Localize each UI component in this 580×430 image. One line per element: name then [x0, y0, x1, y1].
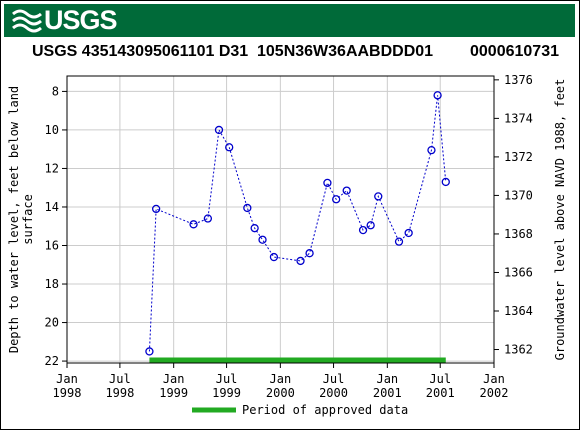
- data-point: [433, 91, 442, 100]
- right-tick-label: 1362: [504, 343, 533, 357]
- left-axis-title-line1: Depth to water level, feet below land: [7, 86, 21, 353]
- left-tick-label: 10: [45, 123, 59, 137]
- left-tick-label: 16: [45, 239, 59, 253]
- right-tick-label: 1376: [504, 73, 533, 87]
- data-point: [441, 177, 450, 187]
- usgs-banner: USGS: [4, 4, 575, 37]
- data-point: [296, 256, 305, 266]
- data-point: [404, 228, 413, 238]
- right-tick-label: 1374: [504, 111, 533, 125]
- data-point: [189, 220, 198, 229]
- data-point: [427, 146, 436, 155]
- data-point: [358, 225, 368, 235]
- right-tick-label: 1372: [504, 150, 533, 164]
- left-tick-label: 12: [45, 161, 59, 175]
- x-tick-label-month: Jan: [270, 372, 292, 386]
- x-tick-label-year: 2000: [319, 386, 348, 400]
- x-tick-label-month: Jan: [56, 372, 78, 386]
- x-tick-label-month: Jan: [163, 372, 185, 386]
- x-tick-label-year: 2000: [266, 386, 295, 400]
- left-tick-label: 8: [52, 84, 59, 98]
- data-point: [374, 192, 383, 201]
- x-tick-label-year: 1998: [105, 386, 134, 400]
- x-tick-label-month: Jul: [429, 372, 451, 386]
- right-tick-label: 1370: [504, 188, 533, 202]
- right-tick-label: 1366: [504, 265, 533, 279]
- local-number-label: 105N36W36AABDDD01: [257, 43, 434, 60]
- x-tick-label-year: 2001: [373, 386, 402, 400]
- site-id-label: USGS 435143095061101 D31: [32, 43, 249, 60]
- x-tick-label-month: Jul: [323, 372, 345, 386]
- data-point: [225, 143, 234, 152]
- left-axis-title-line2: surface: [21, 194, 35, 245]
- right-tick-label: 1368: [504, 227, 533, 241]
- x-tick-label-month: Jul: [216, 372, 238, 386]
- data-point: [269, 252, 279, 262]
- series-line: [148, 95, 447, 352]
- x-tick-label-year: 2002: [480, 386, 509, 400]
- agency-code-label: 0000610731: [470, 43, 559, 60]
- usgs-logo-text: USGS: [44, 5, 118, 35]
- usgs-wave-icon: [12, 9, 42, 32]
- x-tick-label-year: 1999: [159, 386, 188, 400]
- x-tick-label-year: 2001: [426, 386, 455, 400]
- data-point: [394, 237, 404, 246]
- data-point: [258, 235, 267, 244]
- left-tick-label: 18: [45, 277, 59, 291]
- right-tick-label: 1364: [504, 304, 533, 318]
- data-point: [145, 347, 154, 356]
- data-point: [243, 203, 252, 213]
- x-tick-label-month: Jan: [376, 372, 398, 386]
- data-point: [214, 125, 224, 135]
- x-tick-label-month: Jan: [483, 372, 505, 386]
- x-tick-label-year: 1998: [53, 386, 82, 400]
- x-tick-label-year: 1999: [212, 386, 241, 400]
- data-point: [250, 224, 259, 233]
- x-tick-label-month: Jul: [109, 372, 131, 386]
- data-point: [151, 204, 161, 214]
- data-point: [203, 214, 213, 223]
- left-tick-label: 22: [45, 354, 59, 368]
- data-point: [342, 186, 351, 195]
- left-tick-label: 14: [45, 200, 59, 214]
- right-axis-title: Groundwater level above NAVD 1988, feet: [553, 79, 567, 361]
- data-point: [305, 249, 314, 258]
- left-tick-label: 20: [45, 316, 59, 330]
- data-point: [323, 178, 332, 188]
- usgs-logo[interactable]: USGS: [12, 5, 118, 35]
- legend-label: Period of approved data: [242, 403, 408, 417]
- data-point: [332, 195, 341, 204]
- data-point: [366, 221, 375, 230]
